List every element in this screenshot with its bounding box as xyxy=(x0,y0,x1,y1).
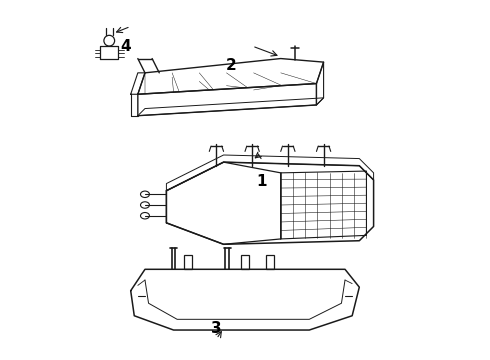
Bar xyxy=(241,255,249,269)
Text: 4: 4 xyxy=(120,39,131,54)
Text: 3: 3 xyxy=(211,321,222,336)
Bar xyxy=(184,255,192,269)
Bar xyxy=(266,255,274,269)
Text: 2: 2 xyxy=(225,58,236,73)
Text: 1: 1 xyxy=(256,174,267,189)
